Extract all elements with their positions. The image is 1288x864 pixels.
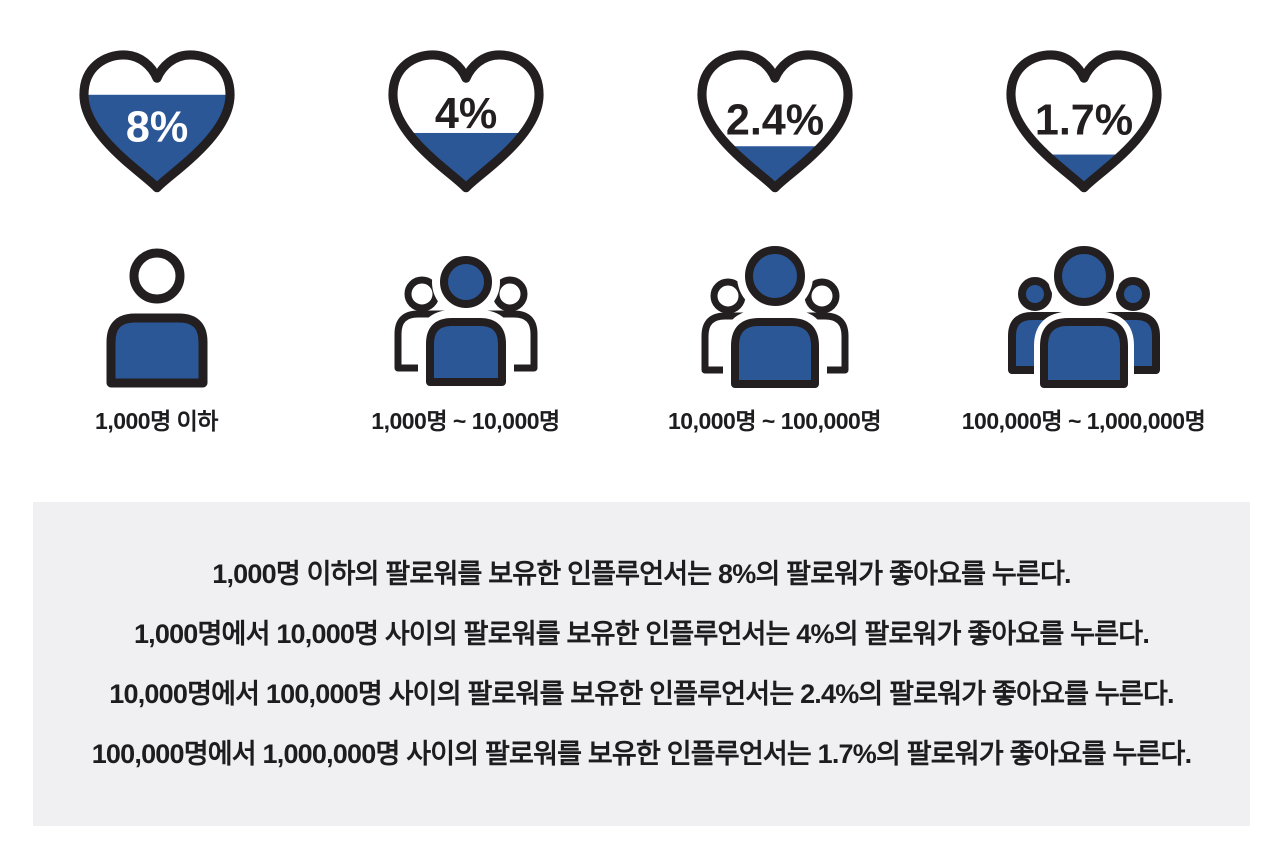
- follower-range-label: 1,000명 ~ 10,000명: [371, 408, 560, 434]
- heart-gauge-icon: 4%: [387, 50, 544, 193]
- summary-line-1: 1,000명 이하의 팔로워를 보유한 인플루언서는 8%의 팔로워가 좋아요를…: [212, 559, 1071, 589]
- group-column-1: 8% 1,000명 이하: [2, 48, 311, 436]
- heart-gauge-icon: 1.7%: [1005, 50, 1162, 193]
- heart-value-label: 4%: [434, 90, 496, 138]
- heart-value-label: 1.7%: [1034, 97, 1132, 145]
- follower-range-label: 10,000명 ~ 100,000명: [667, 408, 882, 434]
- heart-gauge-icon: 8%: [78, 50, 235, 193]
- heart-value-label: 8%: [125, 103, 187, 151]
- summary-line-2: 1,000명에서 10,000명 사이의 팔로워를 보유한 인플루언서는 4%의…: [133, 619, 1150, 649]
- heart-outline: [1005, 50, 1162, 193]
- people-group-three-icon: [394, 248, 537, 394]
- heart-value-label: 2.4%: [725, 97, 823, 145]
- summary-line-3: 10,000명에서 100,000명 사이의 팔로워를 보유한 인플루언서는 2…: [109, 679, 1174, 709]
- summary-line-4: 100,000명에서 1,000,000명 사이의 팔로워를 보유한 인플루언서…: [91, 739, 1192, 769]
- heart-outline: [696, 50, 853, 193]
- people-group-three-all-filled-icon: [1007, 244, 1160, 394]
- group-column-4: 1.7% 100,000명 ~ 1,000,000명: [929, 48, 1238, 436]
- group-column-2: 4% 1,000명 ~ 10,000명: [311, 48, 620, 436]
- heart-outline: [78, 50, 235, 193]
- follower-range-label: 1,000명 이하: [95, 408, 218, 434]
- summary-box: 1,000명 이하의 팔로워를 보유한 인플루언서는 8%의 팔로워가 좋아요를…: [33, 502, 1250, 826]
- heart-outline: [387, 50, 544, 193]
- summary-lines: 1,000명 이하의 팔로워를 보유한 인플루언서는 8%의 팔로워가 좋아요를…: [33, 502, 1250, 784]
- person-single-icon: [106, 248, 207, 388]
- heart-gauge-icon: 2.4%: [696, 50, 853, 193]
- follower-range-label: 100,000명 ~ 1,000,000명: [961, 408, 1206, 434]
- people-group-three-large-icon: [701, 244, 848, 394]
- group-column-3: 2.4% 10,000명 ~ 100,000명: [620, 48, 929, 436]
- pictograph-columns: 8% 1,000명 이하 4%: [2, 48, 1238, 436]
